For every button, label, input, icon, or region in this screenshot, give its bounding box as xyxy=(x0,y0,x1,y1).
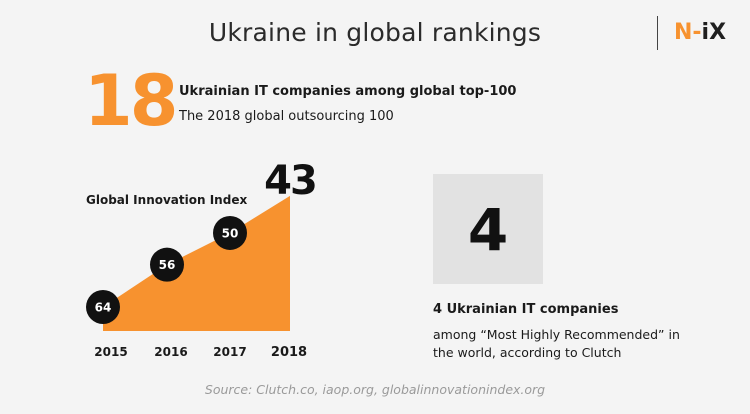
x-tick-2017: 2017 xyxy=(213,345,246,359)
clutch-count-value: 4 xyxy=(467,196,509,264)
data-label-2016: 56 xyxy=(159,258,176,272)
chart-area xyxy=(103,195,290,331)
source-note: Source: Clutch.co, iaop.org, globalinnov… xyxy=(204,382,546,397)
clutch-count-box: 4 xyxy=(433,174,543,284)
x-tick-2018: 2018 xyxy=(271,345,307,360)
logo-part-ix: iX xyxy=(701,20,727,45)
data-label-2015: 64 xyxy=(95,301,112,315)
data-label-2017: 50 xyxy=(222,226,239,240)
data-point-2016 xyxy=(150,247,184,282)
data-label-2018: 43 xyxy=(264,158,316,204)
clutch-headline: 4 Ukrainian IT companies xyxy=(433,302,619,317)
data-point-2017 xyxy=(213,215,247,250)
top-stat-subline: The 2018 global outsourcing 100 xyxy=(179,109,394,124)
logo-part-n: N- xyxy=(674,20,702,45)
x-tick-2015: 2015 xyxy=(94,345,127,359)
nix-logo: N-iX xyxy=(674,20,726,45)
page-title: Ukraine in global rankings xyxy=(208,18,542,47)
chart-title: Global Innovation Index xyxy=(86,193,248,207)
top-stat-headline: Ukrainian IT companies among global top-… xyxy=(179,84,517,99)
data-point-2015 xyxy=(86,290,120,324)
logo-divider xyxy=(657,16,658,50)
clutch-subline: among “Most Highly Recommended” in the w… xyxy=(433,327,680,360)
top-stat-value: 18 xyxy=(84,60,178,142)
x-tick-2016: 2016 xyxy=(154,345,187,359)
